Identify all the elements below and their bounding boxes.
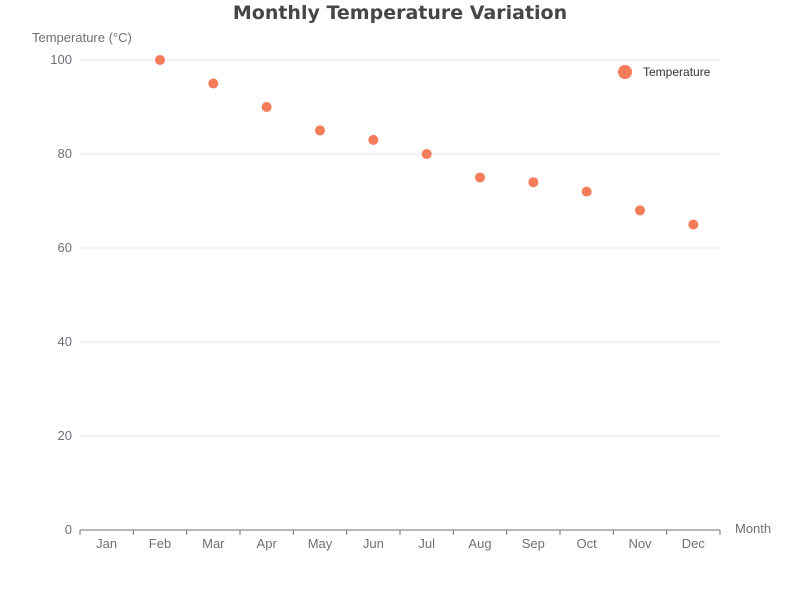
y-axis-label: Temperature (°C) xyxy=(32,30,132,45)
chart-title: Monthly Temperature Variation xyxy=(233,2,567,24)
legend-label[interactable]: Temperature xyxy=(643,65,711,79)
data-point[interactable] xyxy=(528,177,539,188)
y-tick-label: 80 xyxy=(58,146,72,161)
y-tick-label: 20 xyxy=(58,428,72,443)
x-tick-label: May xyxy=(308,536,333,551)
data-point[interactable] xyxy=(208,78,219,89)
data-point[interactable] xyxy=(155,55,165,65)
data-point[interactable] xyxy=(261,102,272,112)
x-tick-label: Feb xyxy=(149,536,171,551)
legend-marker[interactable] xyxy=(618,65,632,79)
y-tick-label: 60 xyxy=(58,240,72,255)
point-layer xyxy=(155,55,699,230)
x-tick-label: Nov xyxy=(628,536,652,551)
x-tick-label: Apr xyxy=(257,536,278,551)
y-tick-label: 0 xyxy=(65,522,72,537)
data-point[interactable] xyxy=(688,219,699,230)
data-point[interactable] xyxy=(368,134,379,145)
data-point[interactable] xyxy=(475,172,485,183)
x-axis-label: Month xyxy=(735,521,771,536)
x-tick-label: Oct xyxy=(577,536,598,551)
data-point[interactable] xyxy=(421,149,432,159)
x-tick-label: Jul xyxy=(418,536,435,551)
y-tick-label: 100 xyxy=(50,52,72,67)
x-tick-label: Mar xyxy=(202,536,225,551)
data-point[interactable] xyxy=(581,186,592,197)
x-tick-label: Jun xyxy=(363,536,384,551)
legend[interactable]: Temperature xyxy=(618,65,711,79)
x-tick-label: Sep xyxy=(522,536,545,551)
axis-layer: 0 20 40 60 80 100 Jan Feb Mar Apr May Jun Jul Aug Sep O… xyxy=(50,52,721,551)
x-tick-label: Aug xyxy=(468,536,491,551)
x-tick-label: Jan xyxy=(96,536,117,551)
x-tick-label: Dec xyxy=(682,536,706,551)
y-tick-label: 40 xyxy=(58,334,72,349)
grid-layer xyxy=(80,59,720,437)
data-point[interactable] xyxy=(635,205,645,216)
data-point[interactable] xyxy=(315,125,325,136)
